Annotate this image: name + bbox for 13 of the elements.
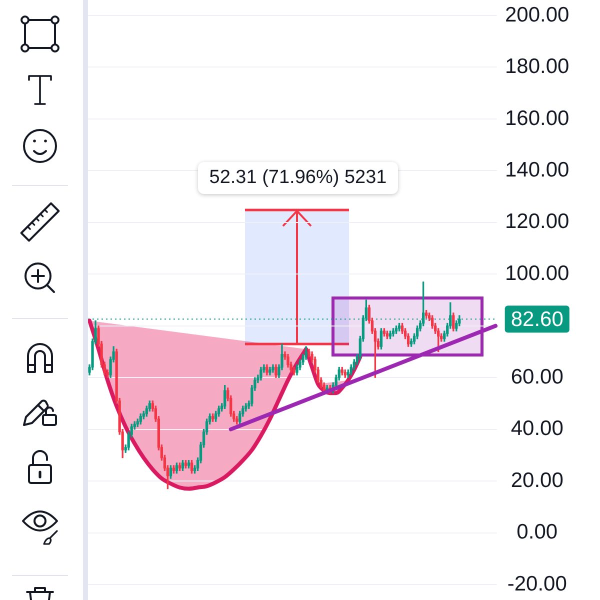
y-tick-label: 140.00	[505, 158, 570, 182]
y-tick-label: 100.00	[505, 262, 570, 285]
y-tick-label: 200.00	[505, 3, 570, 26]
y-tick-label: 120.00	[505, 210, 570, 234]
annotation: 52.31 (71.96%) 5231	[198, 162, 398, 194]
y-tick-label: 0.00	[516, 520, 558, 544]
y-tick-label: 180.00	[505, 55, 570, 78]
y-tick-label: 60.00	[510, 365, 564, 388]
ref-line-label: 82.60	[510, 308, 564, 331]
y-tick-label: 20.00	[510, 468, 564, 492]
y-tick-label: 160.00	[505, 106, 570, 130]
y-tick-label: -20.00	[507, 572, 567, 596]
y-tick-label: 40.00	[510, 417, 564, 440]
